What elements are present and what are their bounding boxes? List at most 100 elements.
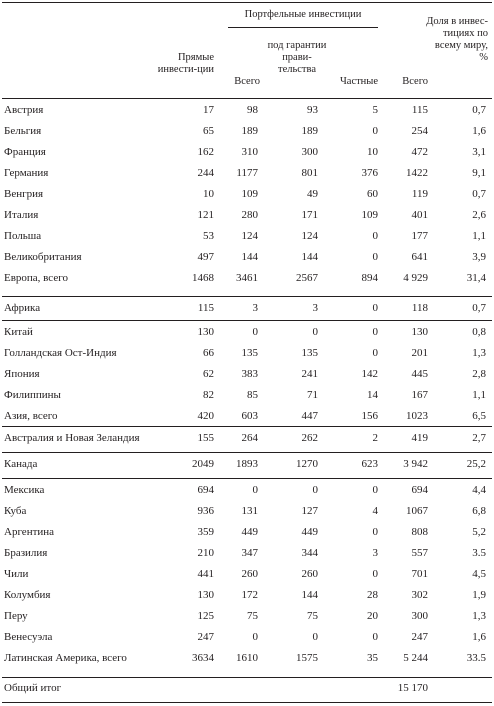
grand-total-header: Всего bbox=[402, 76, 428, 87]
grand-total-value: 201 bbox=[411, 347, 429, 359]
world-share-value: 1,6 bbox=[472, 125, 486, 137]
table-row: Венесуэла 247 0 0 0 247 1,6 bbox=[0, 627, 494, 647]
grand-total-value: 247 bbox=[411, 631, 429, 643]
gov-guaranteed-value: 447 bbox=[301, 410, 319, 422]
world-share-value: 1,3 bbox=[472, 347, 486, 359]
world-share-value: 1,9 bbox=[472, 589, 486, 601]
separator-after-australia bbox=[2, 452, 492, 453]
country-name: Европа, всего bbox=[4, 272, 68, 284]
portfolio-total-value: 383 bbox=[241, 368, 259, 380]
grand-total-value: 4 929 bbox=[403, 272, 428, 284]
country-name: Филиппины bbox=[4, 389, 61, 401]
direct-investment-value: 130 bbox=[197, 589, 215, 601]
country-name: Общий итог bbox=[4, 682, 62, 694]
world-share-value: 0,8 bbox=[472, 326, 486, 338]
gov-guaranteed-value: 0 bbox=[312, 484, 319, 496]
table-row: Перу 125 75 75 20 300 1,3 bbox=[0, 606, 494, 626]
country-name: Германия bbox=[4, 167, 49, 179]
gov-guaranteed-value: 262 bbox=[301, 432, 319, 444]
portfolio-total-value: 3 bbox=[252, 302, 259, 314]
direct-investment-value: 65 bbox=[203, 125, 214, 137]
portfolio-total-value: 135 bbox=[241, 347, 259, 359]
grand-total-value: 5 244 bbox=[403, 652, 428, 664]
world-share-value: 2,7 bbox=[472, 432, 486, 444]
world-share-value: 31,4 bbox=[466, 272, 486, 284]
private-value: 20 bbox=[367, 610, 378, 622]
country-name: Аргентина bbox=[4, 526, 55, 538]
portfolio-total-value: 1177 bbox=[236, 167, 258, 179]
portfolio-total-value: 3461 bbox=[236, 272, 258, 284]
table-top-rule bbox=[2, 2, 492, 3]
world-share-value: 6,8 bbox=[472, 505, 486, 517]
grand-total-value: 445 bbox=[411, 368, 429, 380]
country-name: Австралия и Новая Зеландия bbox=[4, 432, 140, 444]
grand-total-value: 401 bbox=[411, 209, 429, 221]
portfolio-total-value: 131 bbox=[241, 505, 259, 517]
direct-investment-value: 115 bbox=[197, 302, 214, 314]
portfolio-total-value: 0 bbox=[252, 326, 259, 338]
grand-total-value: 15 170 bbox=[397, 682, 428, 694]
country-name: Италия bbox=[4, 209, 39, 221]
grand-total-value: 694 bbox=[411, 484, 429, 496]
private-value: 894 bbox=[361, 272, 379, 284]
private-value: 60 bbox=[367, 188, 378, 200]
gov-guaranteed-value: 49 bbox=[307, 188, 318, 200]
gov-guaranteed-value: 144 bbox=[301, 251, 319, 263]
private-value: 0 bbox=[372, 326, 379, 338]
portfolio-total-value: 98 bbox=[247, 104, 258, 116]
direct-investment-value: 162 bbox=[197, 146, 215, 158]
world-share-value: 5,2 bbox=[472, 526, 486, 538]
table-row: Китай 130 0 0 0 130 0,8 bbox=[0, 322, 494, 342]
separator-after-africa bbox=[2, 320, 492, 321]
gov-guaranteed-value: 241 bbox=[301, 368, 319, 380]
country-name: Бразилия bbox=[4, 547, 48, 559]
country-name: Венесуэла bbox=[4, 631, 53, 643]
private-value: 28 bbox=[367, 589, 378, 601]
portfolio-total-value: 75 bbox=[247, 610, 258, 622]
portfolio-total-value: 189 bbox=[241, 125, 259, 137]
portfolio-total-value: 0 bbox=[252, 484, 259, 496]
gov-guaranteed-value: 75 bbox=[307, 610, 318, 622]
direct-investment-value: 125 bbox=[197, 610, 215, 622]
private-value: 14 bbox=[367, 389, 378, 401]
direct-investment-value: 3634 bbox=[192, 652, 214, 664]
world-share-value: 2,8 bbox=[472, 368, 486, 380]
private-value: 0 bbox=[372, 568, 379, 580]
gov-guaranteed-value: 124 bbox=[301, 230, 319, 242]
direct-investment-value: 936 bbox=[197, 505, 215, 517]
direct-investment-value: 66 bbox=[203, 347, 214, 359]
table-row: Бразилия 210 347 344 3 557 3.5 bbox=[0, 543, 494, 563]
country-name: Канада bbox=[4, 458, 38, 470]
portfolio-total-value: 264 bbox=[241, 432, 259, 444]
country-name: Венгрия bbox=[4, 188, 44, 200]
portfolio-total-value: 85 bbox=[247, 389, 258, 401]
direct-investment-value: 10 bbox=[203, 188, 214, 200]
table-row: Польша 53 124 124 0 177 1,1 bbox=[0, 226, 494, 246]
country-name: Япония bbox=[4, 368, 40, 380]
direct-investment-value: 130 bbox=[197, 326, 215, 338]
private-value: 0 bbox=[372, 302, 379, 314]
grand-total-value: 3 942 bbox=[403, 458, 428, 470]
private-value: 142 bbox=[361, 368, 379, 380]
grand-total-value: 254 bbox=[411, 125, 429, 137]
table-row: Чили 441 260 260 0 701 4,5 bbox=[0, 564, 494, 584]
private-value: 109 bbox=[361, 209, 379, 221]
portfolio-total-value: 1610 bbox=[236, 652, 258, 664]
country-name: Куба bbox=[4, 505, 27, 517]
world-share-value: 33.5 bbox=[466, 652, 486, 664]
country-name: Мексика bbox=[4, 484, 45, 496]
world-share-value: 3,1 bbox=[472, 146, 486, 158]
direct-investment-value: 155 bbox=[197, 432, 215, 444]
country-name: Китай bbox=[4, 326, 33, 338]
country-name: Австрия bbox=[4, 104, 44, 116]
portfolio-total-value: 0 bbox=[252, 631, 259, 643]
direct-investment-value: 244 bbox=[197, 167, 215, 179]
gov-guaranteed-value: 449 bbox=[301, 526, 319, 538]
table-row: Европа, всего 1468 3461 2567 894 4 929 31,4 bbox=[0, 268, 494, 288]
table-row: Австралия и Новая Зеландия 155 264 262 2 419 2… bbox=[0, 428, 494, 448]
gov-guaranteed-value: 3 bbox=[312, 302, 319, 314]
private-value: 35 bbox=[367, 652, 378, 664]
direct-investment-value: 62 bbox=[203, 368, 214, 380]
separator-after-latam bbox=[2, 677, 492, 678]
world-share-value: 4,5 bbox=[472, 568, 486, 580]
